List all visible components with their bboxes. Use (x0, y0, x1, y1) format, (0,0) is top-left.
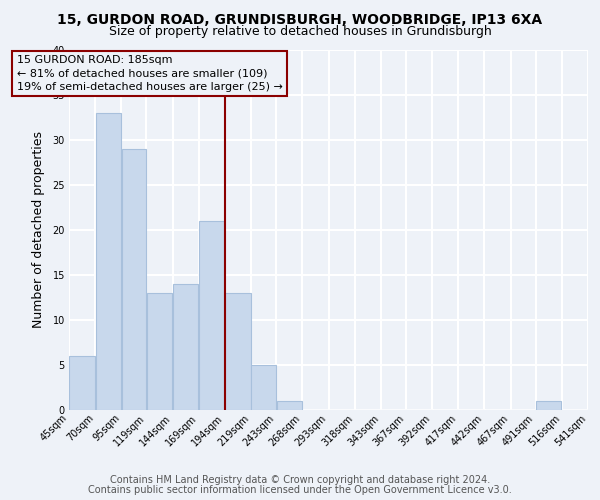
Bar (251, 365, 276, 410)
Bar (147, 293, 172, 410)
Bar (226, 293, 251, 410)
Bar (122, 149, 146, 410)
Bar (95, 113, 121, 410)
Text: Contains HM Land Registry data © Crown copyright and database right 2024.: Contains HM Land Registry data © Crown c… (110, 475, 490, 485)
Y-axis label: Number of detached properties: Number of detached properties (32, 132, 46, 328)
Text: 15 GURDON ROAD: 185sqm
← 81% of detached houses are smaller (109)
19% of semi-de: 15 GURDON ROAD: 185sqm ← 81% of detached… (17, 56, 283, 92)
Text: Contains public sector information licensed under the Open Government Licence v3: Contains public sector information licen… (88, 485, 512, 495)
Bar (536, 401, 562, 410)
Bar (277, 401, 302, 410)
Text: 15, GURDON ROAD, GRUNDISBURGH, WOODBRIDGE, IP13 6XA: 15, GURDON ROAD, GRUNDISBURGH, WOODBRIDG… (58, 12, 542, 26)
Bar (199, 221, 224, 410)
Text: Size of property relative to detached houses in Grundisburgh: Size of property relative to detached ho… (109, 25, 491, 38)
Bar (70, 356, 95, 410)
Bar (173, 284, 199, 410)
